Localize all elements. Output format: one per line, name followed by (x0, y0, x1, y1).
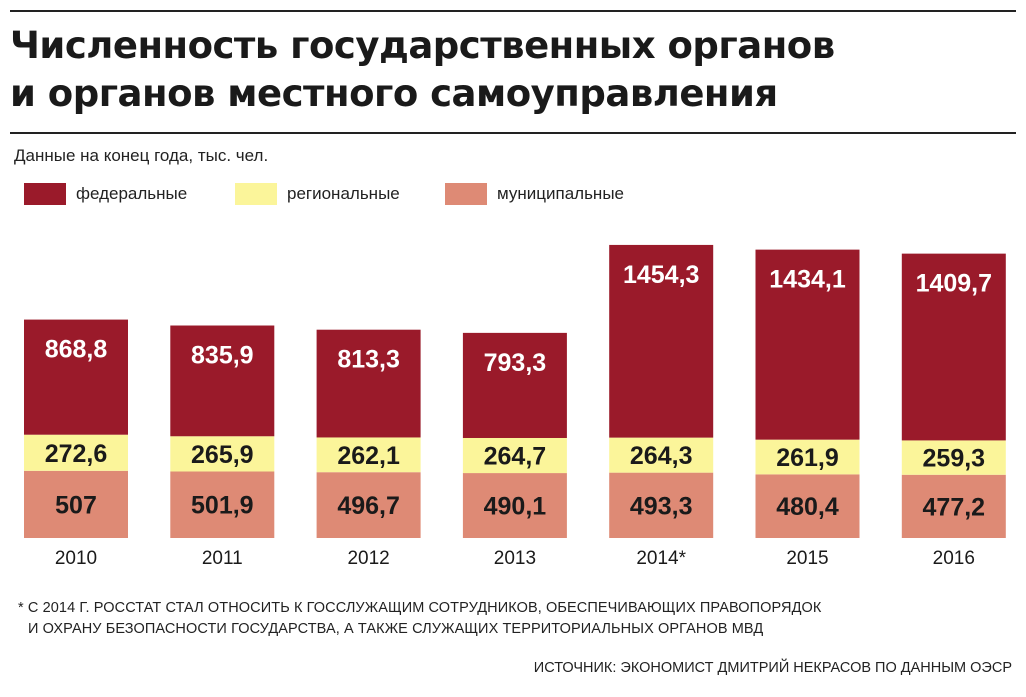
bar-federal-2013 (462, 332, 567, 438)
value-label-regional-2014*: 264,3 (630, 442, 693, 470)
legend-swatch-municipal (445, 183, 487, 205)
bar-regional-2011 (170, 436, 275, 472)
x-tick-label-2016: 2016 (933, 548, 975, 569)
value-label-federal-2010: 868,8 (45, 336, 108, 364)
x-tick-label-2010: 2010 (55, 548, 97, 569)
value-label-municipal-2014*: 493,3 (630, 492, 693, 520)
value-label-regional-2010: 272,6 (45, 440, 108, 468)
bar-municipal-2013 (462, 473, 567, 538)
legend-swatch-regional (235, 183, 277, 205)
bar-municipal-2011 (170, 471, 275, 538)
title-line-2: и органов местного самоуправления (10, 72, 778, 115)
bar-regional-2012 (316, 437, 421, 473)
bar-federal-2012 (316, 329, 421, 438)
value-label-municipal-2012: 496,7 (337, 492, 400, 520)
chart-title: Численность государственных органов и ор… (10, 22, 1010, 118)
value-label-municipal-2013: 490,1 (484, 493, 547, 521)
value-label-federal-2012: 813,3 (337, 346, 400, 374)
value-label-municipal-2015: 480,4 (776, 493, 839, 521)
value-label-regional-2016: 259,3 (923, 445, 986, 473)
bar-municipal-2012 (316, 472, 421, 538)
value-label-municipal-2011: 501,9 (191, 492, 254, 520)
chart-subtitle: Данные на конец года, тыс. чел. (14, 146, 269, 165)
value-label-regional-2012: 262,1 (337, 442, 400, 470)
title-line-1: Численность государственных органов (10, 24, 835, 67)
bar-municipal-2014* (609, 472, 714, 538)
bar-regional-2014* (609, 437, 714, 473)
bar-municipal-2016 (901, 474, 1006, 538)
bar-municipal-2015 (755, 474, 860, 538)
legend-label-regional: региональные (287, 184, 400, 203)
value-label-municipal-2010: 507 (55, 491, 97, 519)
stacked-bar-chart: 507 272,6 868,8 2010 501,9 265,9 835,9 2011 496,… (24, 244, 1006, 569)
value-label-federal-2016: 1409,7 (916, 270, 992, 298)
footnote-line-2: И ОХРАНУ БЕЗОПАСНОСТИ ГОСУДАРСТВА, А ТАК… (28, 621, 764, 637)
bar-regional-2016 (901, 440, 1006, 475)
bar-federal-2010 (24, 319, 128, 435)
bar-municipal-2010 (24, 470, 128, 538)
bar-federal-2014* (609, 244, 714, 438)
x-tick-label-2013: 2013 (494, 548, 536, 569)
top-rule (10, 10, 1016, 12)
footnote-line-1: * С 2014 Г. РОССТАТ СТАЛ ОТНОСИТЬ К ГОСС… (18, 600, 822, 616)
source-note: ИСТОЧНИК: ЭКОНОМИСТ ДМИТРИЙ НЕКРАСОВ ПО … (533, 660, 1012, 676)
legend-label-federal: федеральные (76, 184, 188, 203)
x-tick-label-2014*: 2014* (636, 548, 686, 569)
bar-regional-2010 (24, 434, 128, 471)
footnote: * С 2014 Г. РОССТАТ СТАЛ ОТНОСИТЬ К ГОСС… (18, 598, 821, 640)
bar-federal-2011 (170, 325, 275, 437)
bar-federal-2016 (901, 253, 1006, 441)
bar-federal-2015 (755, 249, 860, 440)
x-tick-label-2015: 2015 (786, 548, 828, 569)
value-label-federal-2015: 1434,1 (769, 266, 846, 294)
title-rule (10, 132, 1016, 134)
value-label-regional-2015: 261,9 (776, 444, 839, 472)
value-label-regional-2011: 265,9 (191, 441, 254, 469)
value-label-federal-2014*: 1454,3 (623, 261, 699, 289)
value-label-federal-2011: 835,9 (191, 342, 254, 370)
value-label-regional-2013: 264,7 (484, 443, 547, 471)
bar-regional-2013 (462, 437, 567, 474)
legend-swatch-federal (24, 183, 66, 205)
value-label-federal-2013: 793,3 (484, 349, 547, 377)
value-label-municipal-2016: 477,2 (923, 493, 986, 521)
legend-label-municipal: муниципальные (497, 184, 624, 203)
x-tick-label-2011: 2011 (202, 548, 243, 569)
bar-regional-2015 (755, 439, 860, 475)
x-tick-label-2012: 2012 (347, 548, 389, 569)
